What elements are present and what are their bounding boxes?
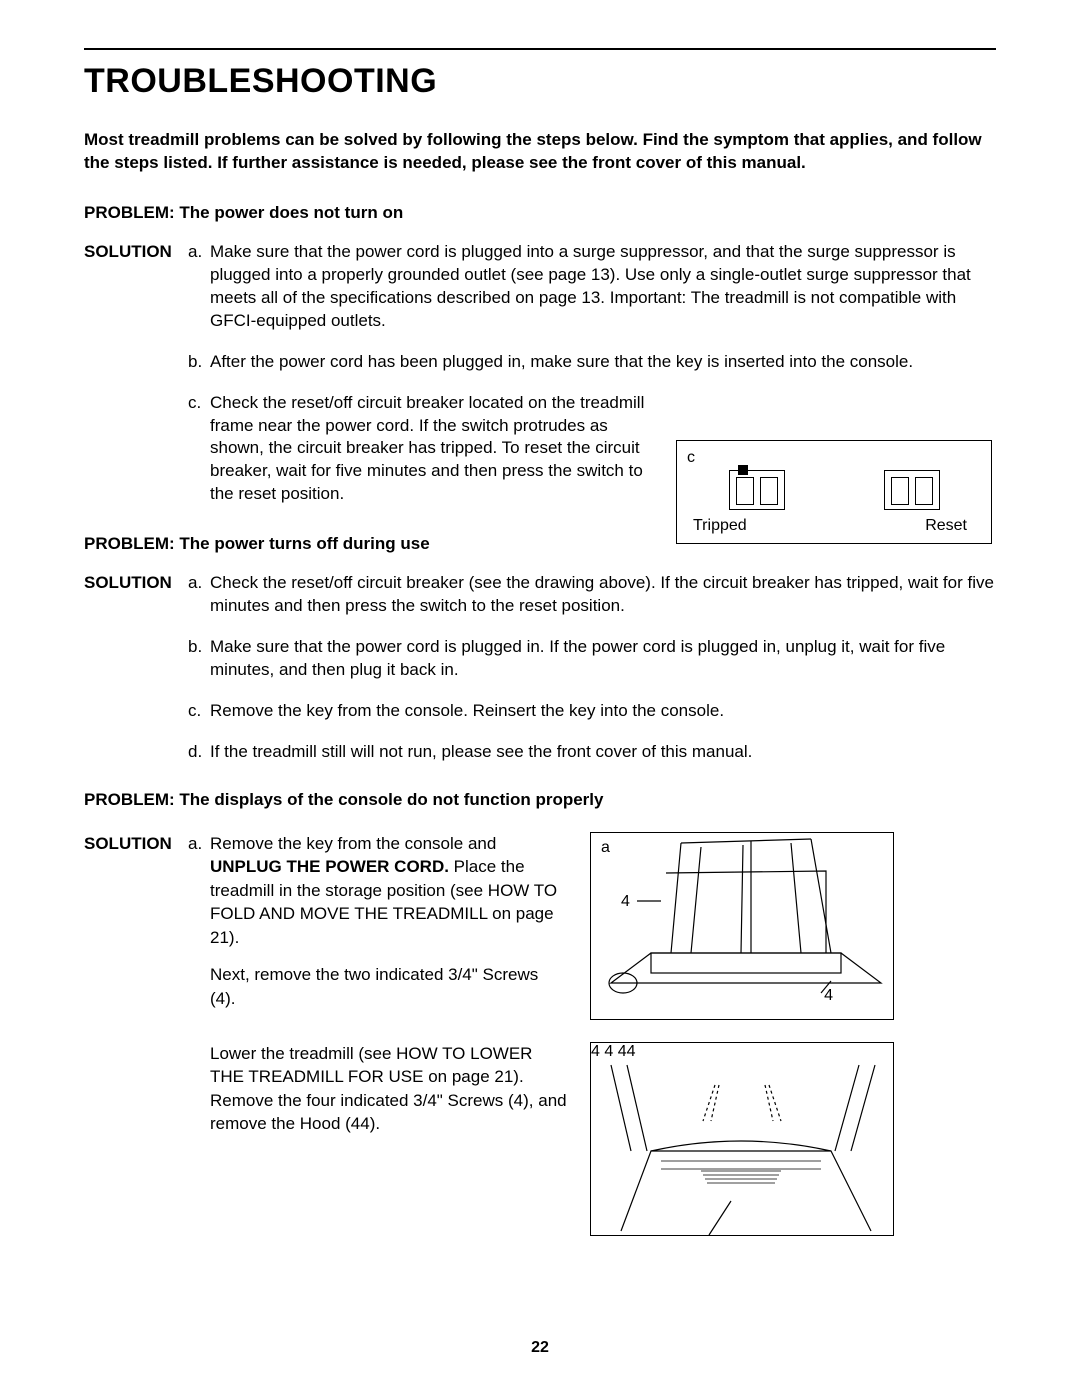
figure-a-treadmill-folded: a 4 4	[590, 832, 894, 1020]
solution-2b-text: Make sure that the power cord is plugged…	[210, 636, 996, 682]
bullet-a: a.	[188, 572, 210, 618]
page-number: 22	[0, 1339, 1080, 1357]
intro-paragraph: Most treadmill problems can be solved by…	[84, 129, 996, 175]
label-tripped: Tripped	[693, 517, 747, 535]
bullet-b: b.	[188, 351, 210, 374]
figure-b-callout-4-left: 4	[591, 1043, 600, 1060]
top-rule	[84, 48, 996, 50]
switch-reset-icon	[884, 470, 940, 510]
solution-1a-text: Make sure that the power cord is plugged…	[210, 241, 996, 333]
solution-2b: b. Make sure that the power cord is plug…	[84, 636, 996, 682]
bullet-b: b.	[188, 636, 210, 682]
solution-3a-second-block: Lower the treadmill (see HOW TO LOWER TH…	[84, 1042, 996, 1236]
solution-3a-text: Remove the key from the console and UNPL…	[210, 832, 568, 949]
bullet-a: a.	[188, 832, 210, 949]
solution-2a: SOLUTION a. Check the reset/off circuit …	[84, 572, 996, 618]
solution-1b: b. After the power cord has been plugged…	[84, 351, 996, 374]
solution-3a-block: SOLUTION a. Remove the key from the cons…	[84, 832, 996, 1020]
solution-1c: c. Check the reset/off circuit breaker l…	[84, 392, 654, 507]
problem-prefix: PROBLEM:	[84, 790, 175, 809]
solution-2d-text: If the treadmill still will not run, ple…	[210, 741, 996, 764]
label-reset: Reset	[925, 517, 967, 535]
solution-1a: SOLUTION a. Make sure that the power cor…	[84, 241, 996, 333]
figure-b-svg	[591, 1061, 891, 1251]
solution-2d: d. If the treadmill still will not run, …	[84, 741, 996, 764]
page-title: TROUBLESHOOTING	[84, 62, 996, 101]
problem-1-heading: PROBLEM: The power does not turn on	[84, 203, 996, 223]
solution-3a-second-text: Lower the treadmill (see HOW TO LOWER TH…	[84, 1042, 568, 1236]
problem-2-title: The power turns off during use	[175, 534, 430, 553]
figure-a-callout-4-left: 4	[621, 893, 630, 911]
figure-circuit-breaker: c Tripped Reset	[676, 440, 992, 544]
figure-b-callout-44: 44	[618, 1043, 636, 1060]
solution-2c: c. Remove the key from the console. Rein…	[84, 700, 996, 723]
bullet-a: a.	[188, 241, 210, 333]
solution-1b-text: After the power cord has been plugged in…	[210, 351, 996, 374]
page: TROUBLESHOOTING Most treadmill problems …	[0, 0, 1080, 1397]
solution-prefix: SOLUTION	[84, 832, 188, 949]
figure-a-svg	[591, 833, 891, 1017]
solution-3a-para2: Next, remove the two indicated 3/4" Scre…	[84, 963, 568, 1010]
sol-3a-bold: UNPLUG THE POWER CORD.	[210, 857, 449, 876]
bullet-c: c.	[188, 392, 210, 507]
solution-2a-text: Check the reset/off circuit breaker (see…	[210, 572, 996, 618]
solution-3a-text-col: SOLUTION a. Remove the key from the cons…	[84, 832, 568, 1020]
switch-tripped-icon	[729, 470, 785, 510]
problem-prefix: PROBLEM:	[84, 203, 175, 222]
sol-3a-pre: Remove the key from the console and	[210, 834, 496, 853]
figure-a-tag: a	[601, 839, 610, 857]
problem-3-title: The displays of the console do not funct…	[175, 790, 604, 809]
problem-3-heading: PROBLEM: The displays of the console do …	[84, 790, 996, 810]
figure-b-treadmill-hood: 4 4 44	[590, 1042, 894, 1236]
solution-prefix: SOLUTION	[84, 241, 188, 333]
solution-prefix: SOLUTION	[84, 572, 188, 618]
figure-b-callout-4-right: 4	[604, 1043, 613, 1060]
solution-2c-text: Remove the key from the console. Reinser…	[210, 700, 996, 723]
figure-c-tag: c	[687, 449, 695, 466]
problem-1-title: The power does not turn on	[175, 203, 404, 222]
bullet-d: d.	[188, 741, 210, 764]
bullet-c: c.	[188, 700, 210, 723]
problem-prefix: PROBLEM:	[84, 534, 175, 553]
solution-1c-text: Check the reset/off circuit breaker loca…	[210, 392, 654, 507]
figure-a-callout-4-bottom: 4	[824, 987, 833, 1005]
